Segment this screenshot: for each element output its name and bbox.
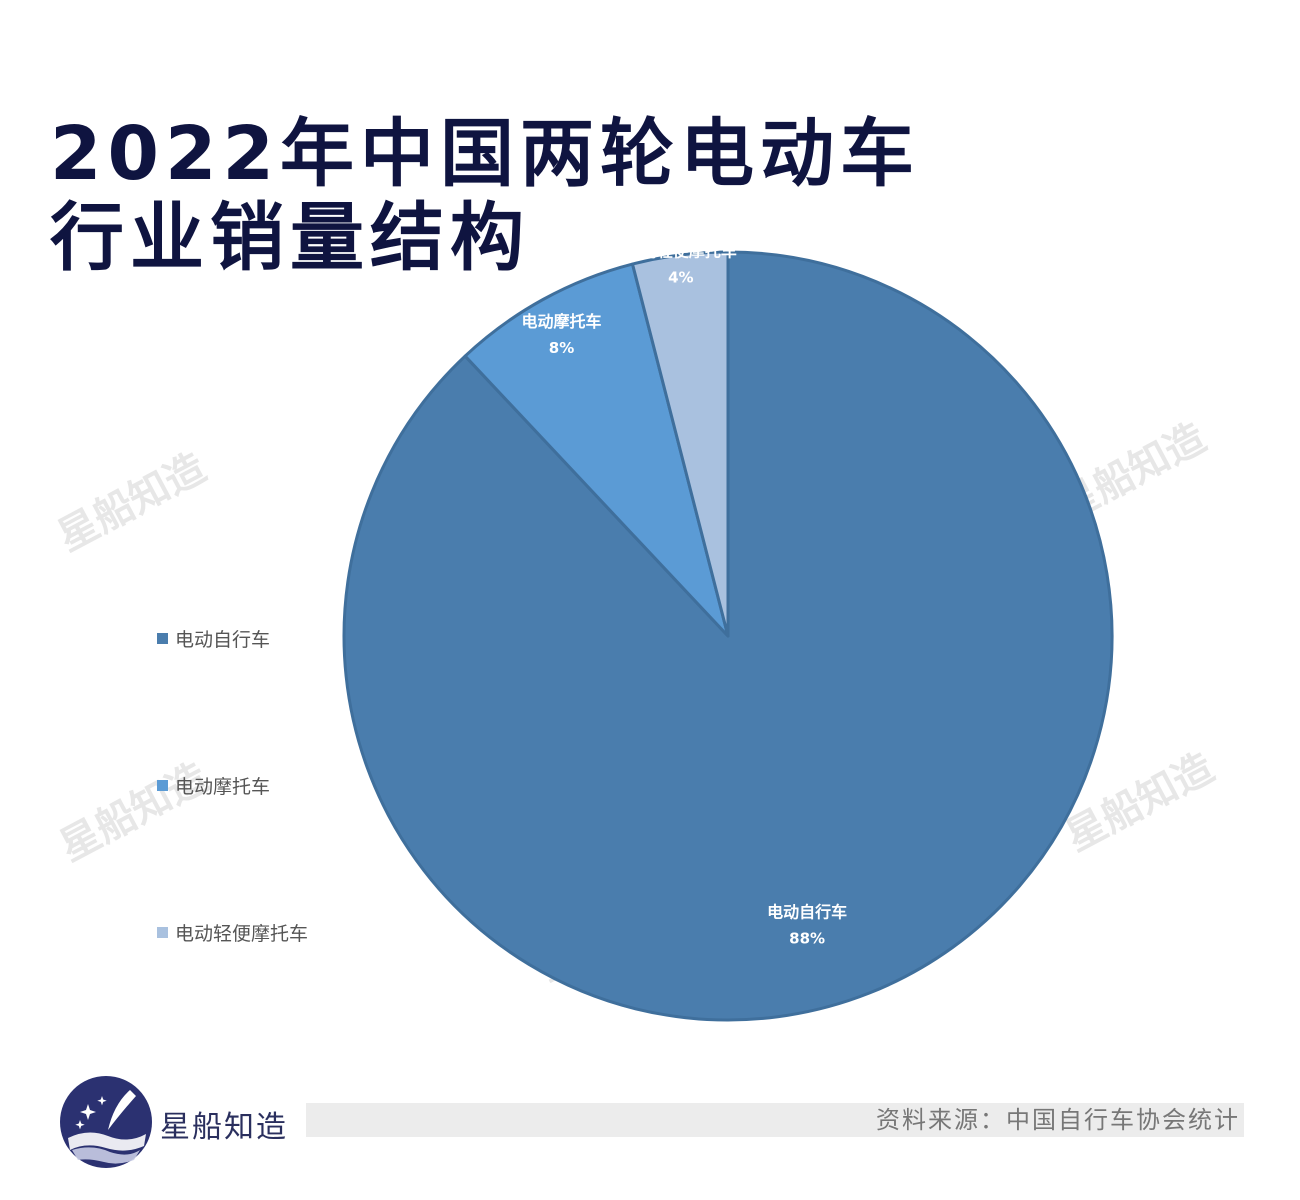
pie-label-percent: 4% bbox=[668, 269, 693, 287]
legend-swatch bbox=[157, 780, 168, 791]
source-bar: 资料来源：中国自行车协会统计 bbox=[306, 1103, 1244, 1137]
legend-item-bicycle: 电动自行车 bbox=[157, 625, 270, 652]
pie-label-category: 电动摩托车 bbox=[521, 312, 601, 331]
pie-label-motorcycle: 电动摩托车 8% bbox=[521, 312, 601, 357]
chart-title: 2022年中国两轮电动车 行业销量结构 bbox=[50, 112, 920, 280]
chart-title-line2: 行业销量结构 bbox=[50, 195, 530, 281]
chart-title-line1: 2022年中国两轮电动车 bbox=[50, 111, 920, 197]
legend-swatch bbox=[157, 633, 168, 644]
quill-star-logo-icon bbox=[60, 1076, 152, 1168]
pie-slice-motorcycle bbox=[463, 262, 730, 638]
pie-label-percent: 88% bbox=[789, 929, 825, 947]
pie-label-category: 电动轻便摩托车 bbox=[625, 242, 737, 261]
pie-slice-light-motorcycle bbox=[631, 250, 730, 638]
legend-label: 电动摩托车 bbox=[175, 776, 271, 798]
pie-label-light-motorcycle: 电动轻便摩托车 4% bbox=[625, 242, 737, 287]
pie-label-bicycle: 电动自行车 88% bbox=[767, 902, 847, 947]
legend-item-motorcycle: 电动摩托车 bbox=[157, 772, 270, 799]
legend-item-light-motorcycle: 电动轻便摩托车 bbox=[157, 919, 308, 946]
pie-label-percent: 8% bbox=[549, 339, 574, 357]
legend-label: 电动自行车 bbox=[175, 629, 271, 651]
pie-label-category: 电动自行车 bbox=[767, 902, 847, 921]
brand-name: 星船知造 bbox=[160, 1110, 288, 1145]
legend-swatch bbox=[157, 927, 168, 938]
legend-label: 电动轻便摩托车 bbox=[175, 923, 309, 945]
source-note: 资料来源：中国自行车协会统计 bbox=[876, 1106, 1240, 1134]
